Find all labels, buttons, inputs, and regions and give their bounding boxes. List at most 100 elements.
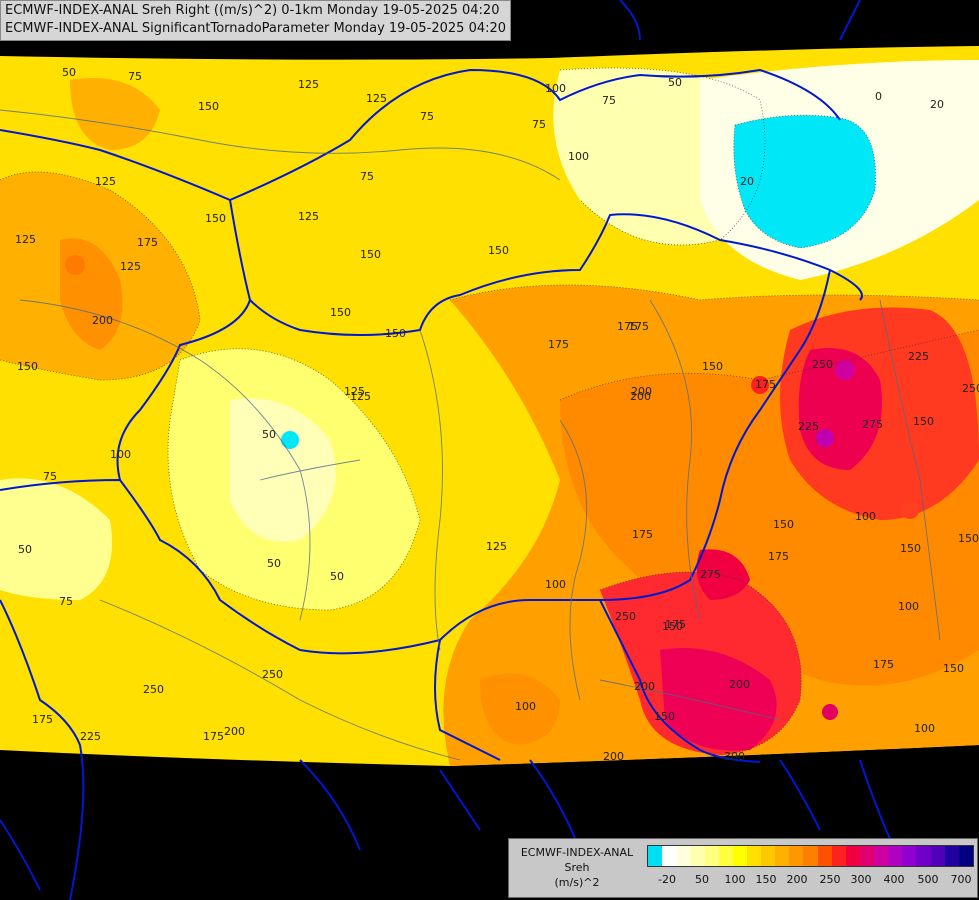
legend-swatch [704, 846, 719, 866]
contour-label: 200 [92, 314, 113, 327]
contour-label: 250 [962, 382, 979, 395]
contour-label: 150 [943, 662, 964, 675]
legend-tick-label: 150 [755, 873, 777, 886]
contour-label: 100 [914, 722, 935, 735]
contour-label: 50 [18, 543, 32, 556]
contour-label: 200 [224, 725, 245, 738]
legend-swatch [930, 846, 945, 866]
legend-swatch [761, 846, 776, 866]
contour-label: 150 [662, 620, 683, 633]
legend-tick-label: 250 [819, 873, 841, 886]
contour-label: 250 [143, 683, 164, 696]
legend-title-model: ECMWF-INDEX-ANAL [520, 846, 634, 859]
legend-title: ECMWF-INDEX-ANAL Sreh (m/s)^2 [513, 845, 641, 890]
contour-label: 75 [43, 470, 57, 483]
contour-label: 75 [602, 94, 616, 107]
contour-label: 150 [198, 100, 219, 113]
contour-label: 150 [900, 542, 921, 555]
contour-label: 75 [420, 110, 434, 123]
zone-magenta-core-1 [835, 360, 855, 380]
contour-label: 50 [668, 76, 682, 89]
zone-red-spot-3 [822, 704, 838, 720]
contour-label: 300 [724, 750, 745, 763]
legend-swatch [958, 846, 973, 866]
contour-label: 125 [298, 78, 319, 91]
contour-label: 250 [812, 358, 833, 371]
contour-label: 175 [203, 730, 224, 743]
contour-label: 75 [532, 118, 546, 131]
legend-swatch [676, 846, 691, 866]
legend-swatch [902, 846, 917, 866]
contour-label: 100 [515, 700, 536, 713]
contour-label: 200 [634, 680, 655, 693]
legend-swatch [944, 846, 959, 866]
legend-tick-label: 300 [850, 873, 872, 886]
header-line-sreh: ECMWF-INDEX-ANAL Sreh Right ((m/s)^2) 0-… [5, 3, 500, 18]
contour-label: 175 [768, 550, 789, 563]
contour-label: 150 [488, 244, 509, 257]
contour-label: 125 [344, 385, 365, 398]
legend-swatch [746, 846, 761, 866]
contour-label: 175 [632, 528, 653, 541]
contour-label: 75 [128, 70, 142, 83]
contour-label: 200 [603, 750, 624, 763]
contour-label: 150 [17, 360, 38, 373]
contour-label: 200 [729, 678, 750, 691]
rivers [0, 109, 941, 761]
contour-label: 125 [486, 540, 507, 553]
contour-label: 175 [873, 658, 894, 671]
zone-pale-center [230, 398, 336, 542]
contour-label: 275 [700, 568, 721, 581]
contour-label: 0 [875, 90, 882, 103]
legend-tick-label: 700 [950, 873, 972, 886]
legend-tick-label: 50 [695, 873, 709, 886]
color-legend: ECMWF-INDEX-ANAL Sreh (m/s)^2 -20 50 100 15… [508, 838, 978, 898]
zone-orange-west-spot [65, 255, 85, 275]
contour-label: 125 [15, 233, 36, 246]
contour-label: 50 [267, 557, 281, 570]
contour-label: 175 [548, 338, 569, 351]
legend-swatch [648, 846, 663, 866]
contour-label: 150 [385, 327, 406, 340]
legend-swatch [732, 846, 747, 866]
legend-tick-label: 200 [786, 873, 808, 886]
zone-cyan-center [281, 431, 299, 449]
contour-label: 125 [95, 175, 116, 188]
contour-label: 150 [773, 518, 794, 531]
contour-label: 150 [913, 415, 934, 428]
legend-tick-label: -20 [658, 873, 676, 886]
contour-label: 75 [59, 595, 73, 608]
contour-labels: 50 75 125 150 125 100 75 100 75 50 0 20 125 150 75 125 7… [15, 66, 979, 763]
legend-swatch [690, 846, 705, 866]
contour-label: 150 [330, 306, 351, 319]
contour-lines [0, 67, 979, 756]
zone-cyan-northeast [733, 115, 876, 248]
legend-swatch [662, 846, 677, 866]
legend-color-bar [647, 845, 974, 867]
legend-swatch [817, 846, 832, 866]
contour-label: 100 [898, 600, 919, 613]
legend-swatch [859, 846, 874, 866]
contour-label: 125 [366, 92, 387, 105]
contour-label: 150 [360, 248, 381, 261]
zone-light-west [0, 478, 112, 600]
contour-label: 125 [350, 390, 371, 403]
legend-tick-label: 400 [883, 873, 905, 886]
contour-label: 200 [630, 390, 651, 403]
contour-label: 225 [908, 350, 929, 363]
contour-label: 200 [631, 385, 652, 398]
contour-label: 175 [617, 320, 638, 333]
contour-label: 100 [855, 510, 876, 523]
contour-label: 20 [930, 98, 944, 111]
contour-label: 150 [958, 532, 979, 545]
contour-label: 225 [798, 420, 819, 433]
contour-label: 175 [32, 713, 53, 726]
contour-label: 125 [120, 260, 141, 273]
legend-title-unit: (m/s)^2 [554, 876, 600, 889]
contour-label: 50 [330, 570, 344, 583]
zone-red-south-ne [696, 549, 750, 600]
legend-swatch [916, 846, 931, 866]
legend-tick-labels: -20 50 100 150 200 250 300 400 500 700 [647, 873, 977, 889]
